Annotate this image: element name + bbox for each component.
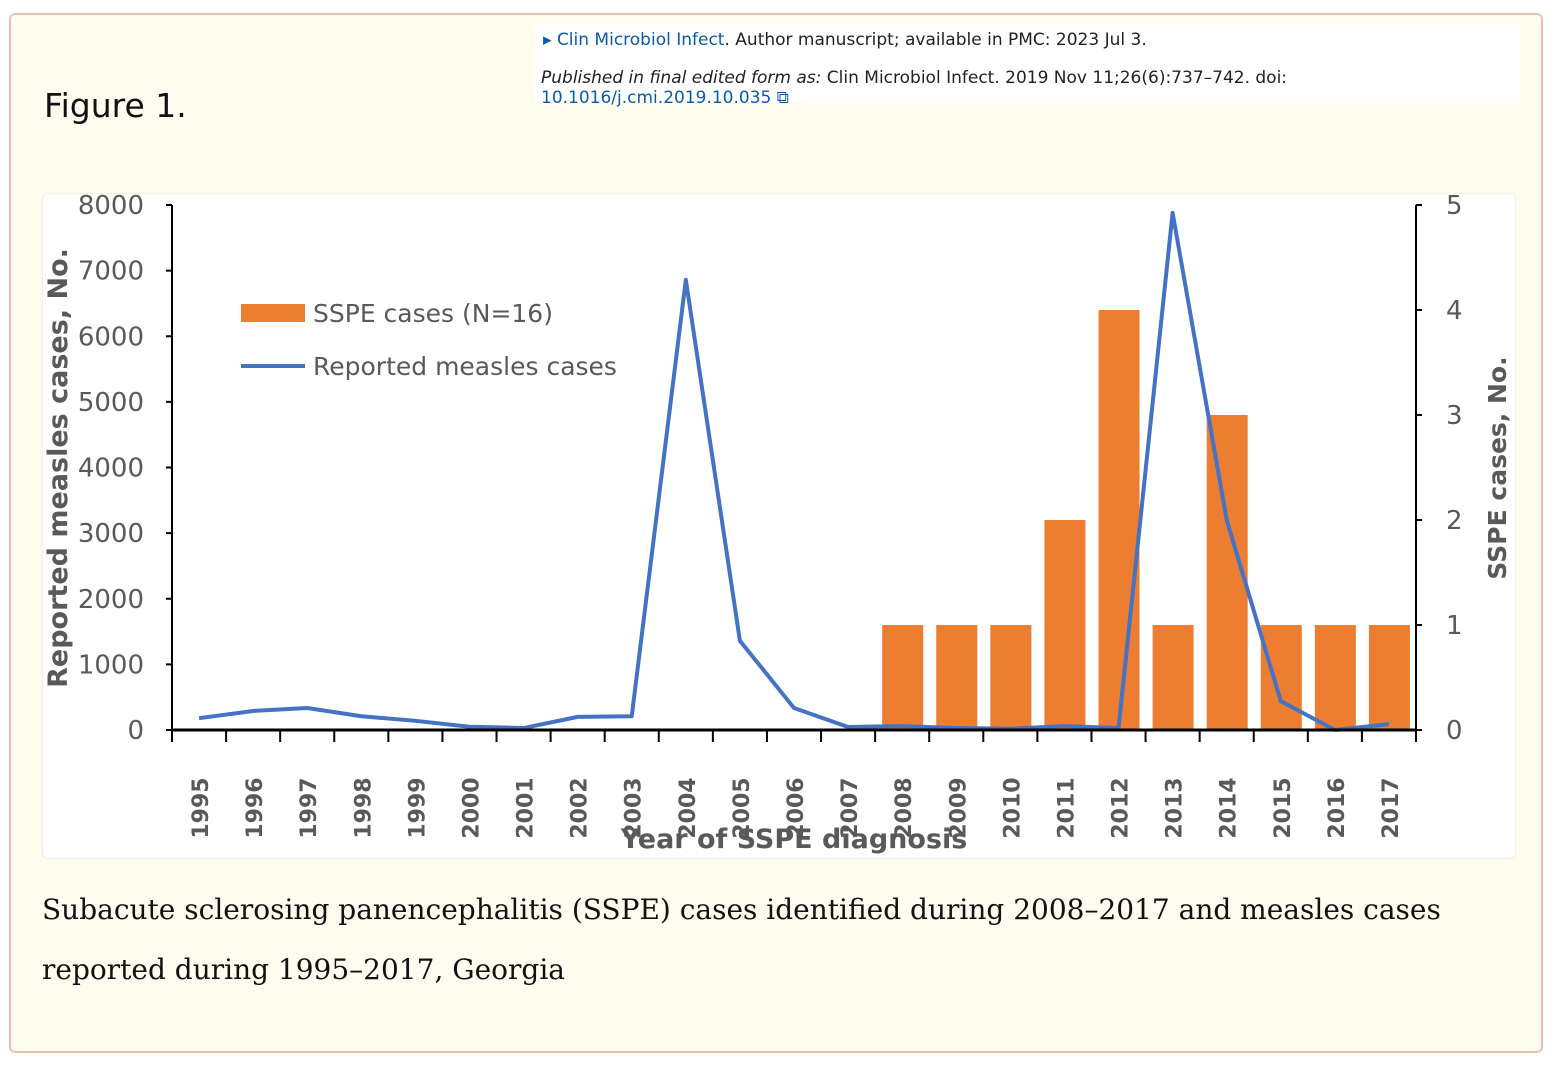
y2-tick-label: 0 (1446, 716, 1463, 746)
x-tick-label: 2003 (622, 777, 647, 838)
x-tick-label: 2006 (784, 777, 809, 838)
y-tick-label: 1000 (78, 650, 144, 680)
bar-2017 (1368, 625, 1410, 730)
published-text: Clin Microbiol Infect. 2019 Nov 11;26(6)… (821, 68, 1288, 88)
x-tick-label: 2007 (838, 777, 863, 838)
x-tick-label: 2008 (892, 777, 917, 838)
x-tick-label: 2009 (946, 777, 971, 838)
manuscript-info: . Author manuscript; available in PMC: 2… (724, 30, 1147, 50)
bar-2010 (990, 625, 1032, 730)
x-tick-label: 2010 (1000, 777, 1025, 838)
doi-link[interactable]: 10.1016/j.cmi.2019.10.035 (541, 88, 772, 108)
y-tick-label: 2000 (78, 585, 144, 615)
figure-caption: Subacute sclerosing panencephalitis (SSP… (42, 893, 1441, 986)
y-tick-label: 8000 (78, 191, 144, 221)
x-tick-label: 2013 (1163, 777, 1188, 838)
x-tick-label: 2001 (514, 777, 539, 838)
legend-line-label: Reported measles cases (313, 352, 617, 381)
x-tick-label: 1999 (405, 777, 430, 838)
x-tick-label: 2005 (730, 777, 755, 838)
expand-triangle-icon[interactable]: ▸ (543, 30, 557, 50)
x-tick-label: 1996 (243, 777, 268, 838)
x-tick-label: 2015 (1271, 777, 1296, 838)
y2-tick-label: 3 (1446, 401, 1463, 431)
y-tick-label: 7000 (78, 257, 144, 287)
citation-box: ▸ Clin Microbiol Infect. Author manuscri… (535, 24, 1520, 108)
x-tick-label: 2014 (1217, 777, 1242, 838)
legend-bar-swatch (241, 304, 305, 322)
x-tick-label: 1997 (297, 777, 322, 838)
y2-tick-label: 2 (1446, 506, 1463, 536)
y2-tick-label: 4 (1446, 296, 1463, 326)
y-axis-title: Reported measles cases, No. (43, 248, 74, 688)
chart: 0 1000 2000 3000 4000 5000 6000 7000 8000 0 1 2 3 4 5 1… (43, 191, 1512, 855)
y2-tick-label: 1 (1446, 611, 1463, 641)
y-tick-label: 3000 (78, 519, 144, 549)
x-tick-label: 2017 (1379, 777, 1404, 838)
measles-line (198, 210, 1390, 732)
y-tick-label: 6000 (78, 322, 144, 352)
bar-2013 (1152, 625, 1194, 730)
x-tick-label: 1995 (189, 777, 214, 838)
external-link-icon[interactable]: ⧉ (771, 88, 789, 108)
bar-2009 (936, 625, 978, 730)
x-tick-label: 2002 (568, 777, 593, 838)
x-axis-title: Year of SSPE diagnosis (620, 824, 968, 855)
journal-link[interactable]: Clin Microbiol Infect (556, 30, 725, 50)
bar-2016 (1314, 625, 1356, 730)
legend-bar-label: SSPE cases (N=16) (313, 299, 553, 328)
bar-2012 (1098, 310, 1140, 730)
y-tick-label: 5000 (78, 388, 144, 418)
citation-line-2: Published in final edited form as: Clin … (541, 68, 1520, 108)
published-label: Published in final edited form as: (541, 68, 822, 88)
citation-line-1: ▸ Clin Microbiol Infect. Author manuscri… (543, 30, 1147, 50)
y2-axis-title: SSPE cases, No. (1483, 356, 1512, 579)
x-tick-label: 1998 (351, 777, 376, 838)
x-tick-label: 2016 (1325, 777, 1350, 838)
x-tick-label: 2011 (1054, 777, 1079, 838)
y-tick-label: 4000 (78, 454, 144, 484)
x-tick-label: 2004 (676, 777, 701, 838)
bar-2011 (1044, 520, 1086, 730)
y-tick-label: 0 (127, 716, 144, 746)
bar-2015 (1260, 625, 1302, 730)
x-tick-label: 2012 (1109, 777, 1134, 838)
bar-2008 (882, 625, 924, 730)
figure-title: Figure 1. (44, 86, 187, 125)
x-tick-label: 2000 (459, 777, 484, 838)
y2-tick-label: 5 (1446, 191, 1463, 221)
